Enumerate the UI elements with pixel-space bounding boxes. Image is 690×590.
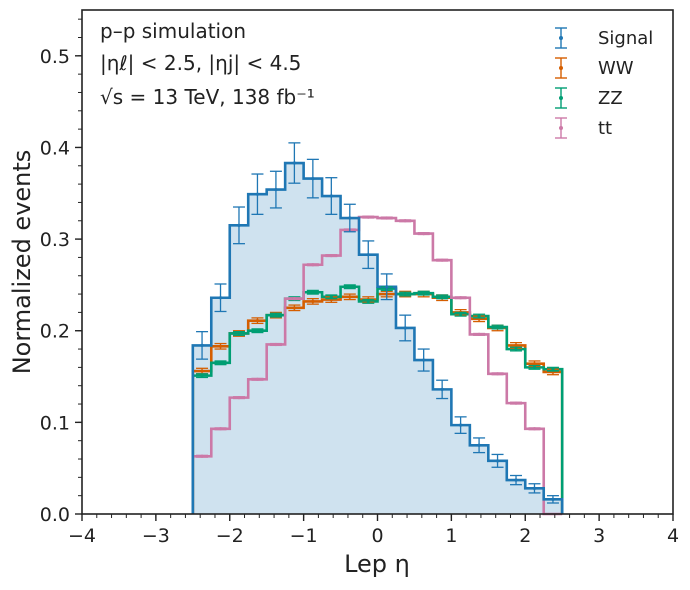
error-bar-signal [251,173,264,215]
legend-item-tt: tt [555,117,612,139]
error-bar-zz [214,360,227,366]
error-bar-zz [546,366,559,372]
x-tick-label: −2 [216,525,244,547]
annotation-simulation: p–p simulation [100,19,246,43]
error-bar-zz [325,294,338,300]
error-bar-signal [510,474,523,486]
error-bar-tt [491,372,504,376]
error-bars [196,142,559,504]
error-bar-tt [325,253,338,258]
error-bar-zz [454,311,467,317]
error-bar-zz [417,290,430,296]
y-tick-label: 0.3 [40,229,70,251]
legend-item-ww: WW [555,57,634,79]
y-tick-label: 0.0 [40,504,70,526]
error-bar-signal [528,483,541,494]
error-bar-tt [380,216,393,220]
x-axis-title: Lep η [344,550,410,578]
error-bar-tt [288,297,301,301]
error-bar-tt [196,454,209,458]
legend-item-zz: ZZ [555,87,623,109]
error-bar-signal [380,273,393,301]
error-bar-ww [288,304,301,312]
error-bar-tt [232,396,245,400]
error-bar-signal [454,416,467,435]
error-bar-tt [251,377,264,381]
error-bar-tt [528,427,541,431]
error-bar-signal [399,314,412,342]
error-bar-zz [491,324,504,330]
x-tick-label: 1 [445,525,457,547]
error-bar-signal [214,283,227,313]
error-bar-signal [306,158,319,199]
axis-ticks [75,18,674,521]
y-tick-label: 0.4 [40,137,70,159]
error-bar-zz [510,346,523,352]
x-tick-label: 3 [593,525,605,547]
error-bar-signal [288,142,301,184]
error-bar-zz [251,328,264,334]
error-bar-zz [473,313,486,319]
error-bar-signal [546,495,559,504]
error-bar-ww [343,293,356,301]
error-bar-ww [251,317,264,325]
y-tick-label: 0.1 [40,412,70,434]
error-bar-zz [269,312,282,318]
error-bar-signal [436,379,449,400]
legend-label: tt [598,118,612,139]
annotation-energy-lumi: √s = 13 TeV, 138 fb⁻¹ [100,85,315,109]
x-tick-label: 2 [519,525,531,547]
error-bar-zz [528,364,541,370]
step-line-zz [191,285,564,514]
error-bar-signal [417,348,430,372]
error-bar-signal [325,177,338,215]
error-bar-tt [306,263,319,267]
error-bar-signal [232,206,245,245]
error-bar-signal [269,170,282,209]
error-bar-tt [454,296,467,300]
annotation-eta-cuts: |ηℓ| < 2.5, |ηj| < 4.5 [100,51,301,75]
y-axis-title: Normalized events [8,150,36,375]
error-bar-ww [214,342,227,350]
error-bar-zz [306,289,319,295]
y-tick-label: 0.2 [40,321,70,343]
error-bar-tt [473,332,486,336]
x-tick-label: −1 [290,525,318,547]
step-line-tt [191,215,563,516]
error-bar-zz [196,373,209,379]
error-bar-tt [417,231,430,236]
error-bar-signal [196,330,209,360]
error-bar-zz [399,291,412,297]
step-line-signal [191,161,564,514]
x-tick-label: −4 [68,525,96,547]
x-tick-label: 4 [667,525,679,547]
error-bar-ww [306,298,319,305]
x-tick-labels: −4 −3 −2 −1 0 1 2 3 4 [68,525,679,547]
error-bar-tt [269,342,282,347]
error-bar-zz [232,330,245,336]
legend-item-signal: Signal [555,27,653,49]
error-bar-tt [399,219,412,223]
x-tick-label: −3 [142,525,170,547]
error-bar-signal [473,437,486,454]
error-bar-zz [436,294,449,300]
error-bar-tt [362,215,375,219]
y-tick-labels: 0.0 0.1 0.2 0.3 0.4 0.5 [40,46,70,526]
error-bar-signal [362,240,375,270]
legend-label: WW [598,58,634,79]
x-tick-label: 0 [371,525,383,547]
error-bar-tt [510,401,523,405]
legend-label: ZZ [598,88,623,109]
legend-label: Signal [598,28,653,49]
error-bar-zz [343,284,356,290]
error-bar-zz [362,298,375,304]
error-bar-signal [491,453,504,468]
error-bar-signal [343,203,356,233]
y-tick-label: 0.5 [40,46,70,68]
error-bar-tt [436,258,449,262]
error-bar-tt [214,427,227,431]
legend: Signal WW ZZ tt [555,27,653,139]
